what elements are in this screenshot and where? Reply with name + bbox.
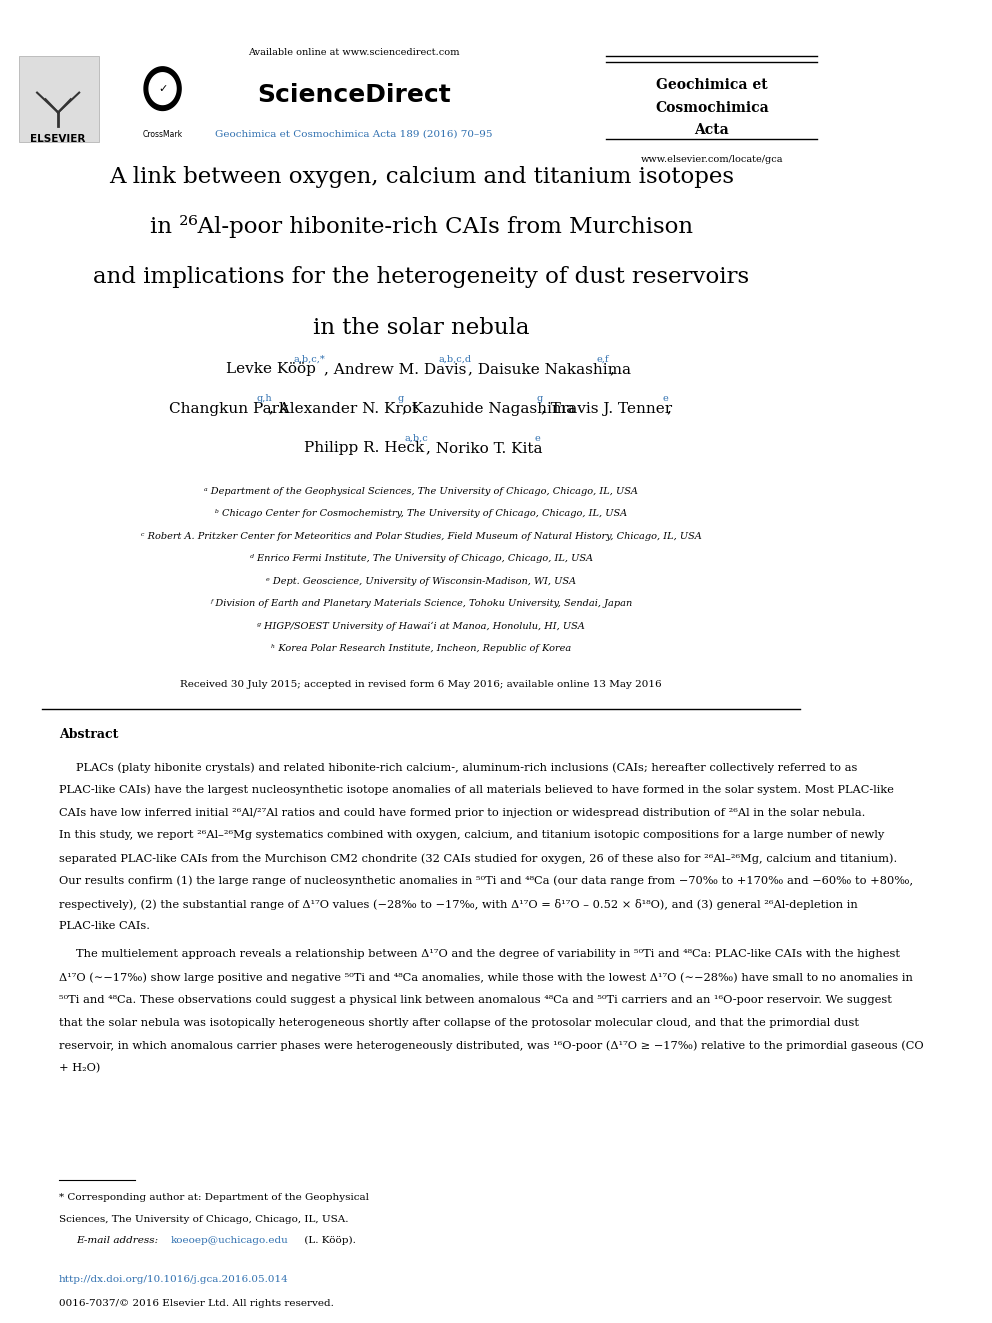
Text: The multielement approach reveals a relationship between Δ¹⁷O and the degree of : The multielement approach reveals a rela… <box>75 950 900 959</box>
Text: PLAC-like CAIs.: PLAC-like CAIs. <box>59 921 150 931</box>
Text: a,b,c,*: a,b,c,* <box>294 355 325 364</box>
Text: A link between oxygen, calcium and titanium isotopes: A link between oxygen, calcium and titan… <box>109 165 734 188</box>
Text: Our results confirm (1) the large range of nucleosynthetic anomalies in ⁵⁰Ti and: Our results confirm (1) the large range … <box>59 876 913 886</box>
Text: (L. Kööp).: (L. Kööp). <box>301 1236 355 1245</box>
Text: In this study, we report ²⁶Al–²⁶Mg systematics combined with oxygen, calcium, an: In this study, we report ²⁶Al–²⁶Mg syste… <box>59 831 884 840</box>
Text: ᶜ Robert A. Pritzker Center for Meteoritics and Polar Studies, Field Museum of N: ᶜ Robert A. Pritzker Center for Meteorit… <box>141 532 701 541</box>
Text: ⁵⁰Ti and ⁴⁸Ca. These observations could suggest a physical link between anomalou: ⁵⁰Ti and ⁴⁸Ca. These observations could … <box>59 995 892 1005</box>
Text: in the solar nebula: in the solar nebula <box>312 316 530 339</box>
Text: Abstract: Abstract <box>59 728 118 741</box>
Text: a,b,c: a,b,c <box>405 434 429 443</box>
Text: Cosmochimica: Cosmochimica <box>655 101 769 115</box>
Text: e: e <box>535 434 540 443</box>
Text: Acta: Acta <box>694 123 729 138</box>
Text: CAIs have low inferred initial ²⁶Al/²⁷Al ratios and could have formed prior to i: CAIs have low inferred initial ²⁶Al/²⁷Al… <box>59 807 865 818</box>
Text: ᵍ HIGP/SOEST University of Hawaiʻi at Manoa, Honolulu, HI, USA: ᵍ HIGP/SOEST University of Hawaiʻi at Ma… <box>257 622 585 631</box>
Text: Geochimica et Cosmochimica Acta 189 (2016) 70–95: Geochimica et Cosmochimica Acta 189 (201… <box>215 130 493 139</box>
Text: e: e <box>663 394 669 404</box>
Polygon shape <box>144 67 182 110</box>
Text: ʰ Korea Polar Research Institute, Incheon, Republic of Korea: ʰ Korea Polar Research Institute, Incheo… <box>271 644 571 654</box>
Text: , Andrew M. Davis: , Andrew M. Davis <box>323 363 466 376</box>
Polygon shape <box>149 73 176 105</box>
Text: in ²⁶Al-poor hibonite-rich CAIs from Murchison: in ²⁶Al-poor hibonite-rich CAIs from Mur… <box>150 216 692 238</box>
Text: reservoir, in which anomalous carrier phases were heterogeneously distributed, w: reservoir, in which anomalous carrier ph… <box>59 1040 924 1050</box>
Text: , Noriko T. Kita: , Noriko T. Kita <box>427 442 543 455</box>
Text: and implications for the heterogeneity of dust reservoirs: and implications for the heterogeneity o… <box>93 266 749 288</box>
Text: Levke Kööp: Levke Kööp <box>226 363 316 376</box>
Text: PLACs (platy hibonite crystals) and related hibonite-rich calcium-, aluminum-ric: PLACs (platy hibonite crystals) and rela… <box>75 762 857 773</box>
Text: Available online at www.sciencedirect.com: Available online at www.sciencedirect.co… <box>248 48 459 57</box>
Text: ✓: ✓ <box>158 83 168 94</box>
Text: ᵇ Chicago Center for Cosmochemistry, The University of Chicago, Chicago, IL, USA: ᵇ Chicago Center for Cosmochemistry, The… <box>215 509 627 519</box>
Text: ᶠ Division of Earth and Planetary Materials Science, Tohoku University, Sendai, : ᶠ Division of Earth and Planetary Materi… <box>210 599 632 609</box>
Text: Δ¹⁷O (∼−17‰) show large positive and negative ⁵⁰Ti and ⁴⁸Ca anomalies, while tho: Δ¹⁷O (∼−17‰) show large positive and neg… <box>59 972 913 983</box>
Text: * Corresponding author at: Department of the Geophysical: * Corresponding author at: Department of… <box>59 1193 369 1203</box>
Text: Changkun Park: Changkun Park <box>169 402 288 415</box>
Text: www.elsevier.com/locate/gca: www.elsevier.com/locate/gca <box>641 155 783 164</box>
Text: Geochimica et: Geochimica et <box>656 78 768 93</box>
Text: ᵈ Enrico Fermi Institute, The University of Chicago, Chicago, IL, USA: ᵈ Enrico Fermi Institute, The University… <box>250 554 592 564</box>
Text: PLAC-like CAIs) have the largest nucleosynthetic isotope anomalies of all materi: PLAC-like CAIs) have the largest nucleos… <box>59 785 894 795</box>
Text: , Kazuhide Nagashima: , Kazuhide Nagashima <box>402 402 575 415</box>
Text: , Daisuke Nakashima: , Daisuke Nakashima <box>468 363 631 376</box>
Text: g,h: g,h <box>257 394 272 404</box>
FancyBboxPatch shape <box>19 56 98 142</box>
Text: ,: , <box>667 402 672 415</box>
Text: 0016-7037/© 2016 Elsevier Ltd. All rights reserved.: 0016-7037/© 2016 Elsevier Ltd. All right… <box>59 1299 334 1308</box>
Text: Received 30 July 2015; accepted in revised form 6 May 2016; available online 13 : Received 30 July 2015; accepted in revis… <box>181 680 662 689</box>
Text: + H₂O): + H₂O) <box>59 1064 100 1073</box>
Text: e,f: e,f <box>596 355 609 364</box>
Text: a,b,c,d: a,b,c,d <box>438 355 471 364</box>
Text: CrossMark: CrossMark <box>143 130 183 139</box>
Text: , Travis J. Tenner: , Travis J. Tenner <box>541 402 673 415</box>
Text: ScienceDirect: ScienceDirect <box>257 83 450 107</box>
Text: ᵉ Dept. Geoscience, University of Wisconsin-Madison, WI, USA: ᵉ Dept. Geoscience, University of Wiscon… <box>266 577 576 586</box>
Text: ELSEVIER: ELSEVIER <box>31 134 86 144</box>
Text: koeoep@uchicago.edu: koeoep@uchicago.edu <box>171 1236 288 1245</box>
Text: respectively), (2) the substantial range of Δ¹⁷O values (−28‰ to −17‰, with Δ¹⁷O: respectively), (2) the substantial range… <box>59 898 858 910</box>
Text: Sciences, The University of Chicago, Chicago, IL, USA.: Sciences, The University of Chicago, Chi… <box>59 1215 348 1224</box>
Text: E-mail address:: E-mail address: <box>75 1236 158 1245</box>
Text: ᵃ Department of the Geophysical Sciences, The University of Chicago, Chicago, IL: ᵃ Department of the Geophysical Sciences… <box>204 487 638 496</box>
Text: , Alexander N. Krot: , Alexander N. Krot <box>270 402 419 415</box>
Text: separated PLAC-like CAIs from the Murchison CM2 chondrite (32 CAIs studied for o: separated PLAC-like CAIs from the Murchi… <box>59 853 897 864</box>
Text: Philipp R. Heck: Philipp R. Heck <box>304 442 424 455</box>
Text: ,: , <box>609 363 614 376</box>
Text: that the solar nebula was isotopically heterogeneous shortly after collapse of t: that the solar nebula was isotopically h… <box>59 1017 859 1028</box>
Text: g: g <box>398 394 404 404</box>
Text: g: g <box>537 394 543 404</box>
Text: http://dx.doi.org/10.1016/j.gca.2016.05.014: http://dx.doi.org/10.1016/j.gca.2016.05.… <box>59 1275 289 1285</box>
